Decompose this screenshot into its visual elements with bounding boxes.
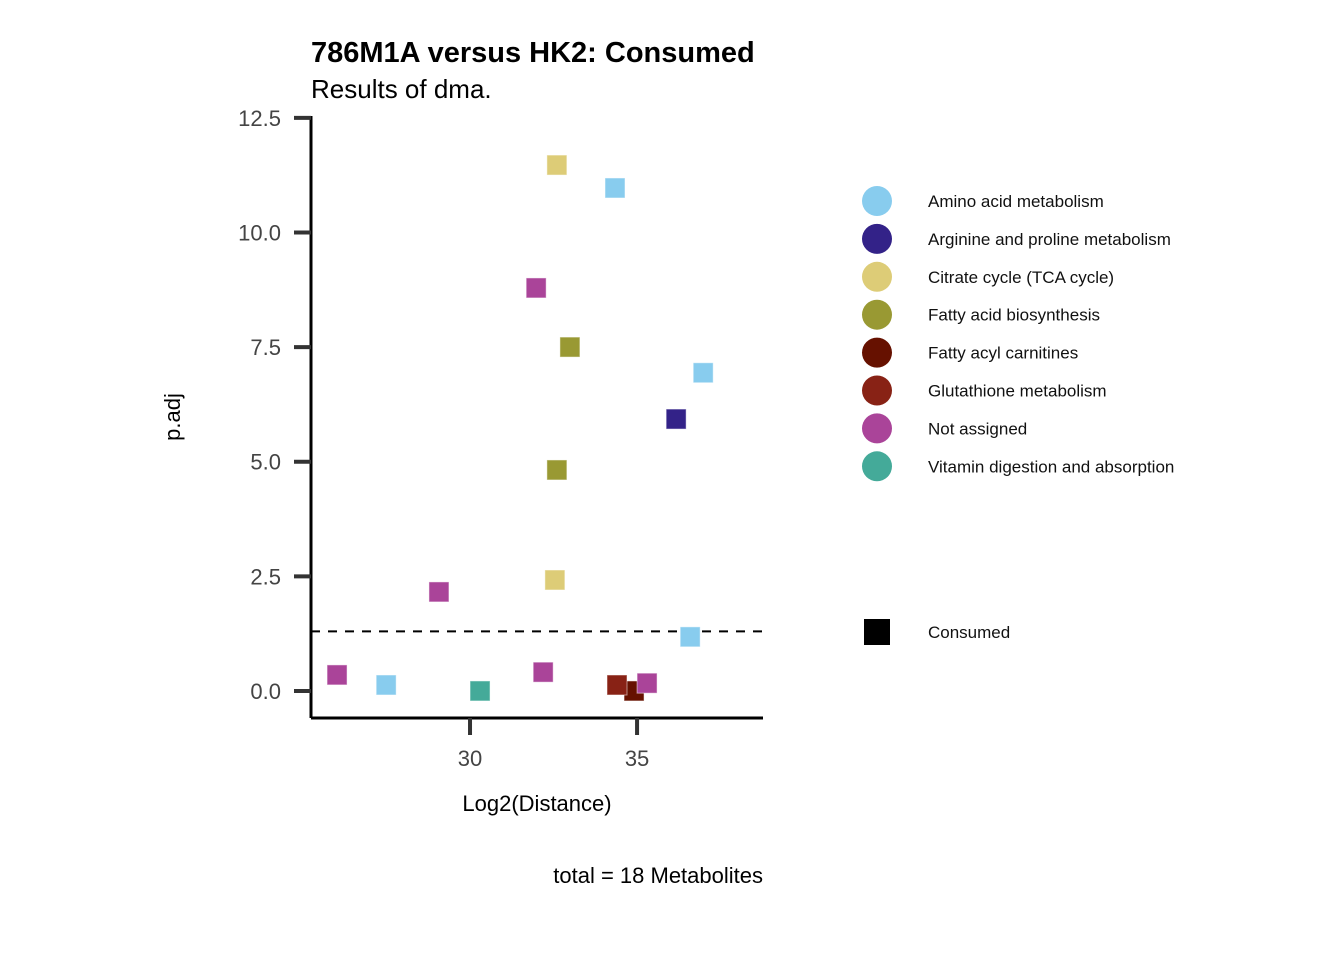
- legend-shape-label: Consumed: [928, 623, 1010, 642]
- x-tick-label: 30: [458, 746, 482, 771]
- data-point: [375, 674, 397, 696]
- data-point: [428, 581, 450, 603]
- data-point: [606, 674, 628, 696]
- y-tick-label: 10.0: [238, 220, 281, 245]
- data-point: [665, 408, 687, 430]
- legend-label: Vitamin digestion and absorption: [928, 457, 1174, 476]
- data-point: [559, 336, 581, 358]
- legend-swatch: [862, 337, 892, 368]
- y-tick-label: 5.0: [250, 450, 281, 475]
- legend-label: Fatty acid biosynthesis: [928, 306, 1100, 325]
- y-axis-label: p.adj: [160, 393, 185, 441]
- chart-title: 786M1A versus HK2: Consumed: [311, 37, 755, 69]
- legend-swatch: [862, 451, 892, 482]
- data-point: [692, 362, 714, 384]
- legend-label: Glutathione metabolism: [928, 382, 1107, 401]
- legend-swatch: [862, 299, 892, 330]
- legend-swatch: [862, 223, 892, 254]
- y-tick-label: 7.5: [250, 335, 281, 360]
- chart-subtitle: Results of dma.: [311, 74, 492, 104]
- data-point: [544, 569, 566, 591]
- legend-swatch: [862, 375, 892, 406]
- data-point: [679, 626, 701, 648]
- data-point: [326, 664, 348, 686]
- legend-swatch: [862, 186, 892, 216]
- data-point: [525, 277, 547, 299]
- legend-label: Fatty acyl carnitines: [928, 344, 1078, 363]
- x-axis-label: Log2(Distance): [462, 791, 611, 816]
- y-tick-label: 2.5: [250, 564, 281, 589]
- legend-label: Arginine and proline metabolism: [928, 230, 1171, 249]
- data-point: [604, 177, 626, 199]
- data-point: [532, 661, 554, 683]
- legend-label: Amino acid metabolism: [928, 192, 1104, 211]
- legend-shape-square: [864, 619, 890, 645]
- data-point: [546, 154, 568, 176]
- data-point: [546, 459, 568, 481]
- caption: total = 18 Metabolites: [553, 863, 763, 888]
- data-point: [636, 672, 658, 694]
- legend-swatch: [862, 261, 892, 292]
- x-tick-label: 35: [625, 746, 649, 771]
- y-tick-label: 0.0: [250, 679, 281, 704]
- y-tick-label: 12.5: [238, 106, 281, 131]
- legend-label: Citrate cycle (TCA cycle): [928, 268, 1114, 287]
- legend-swatch: [862, 413, 892, 444]
- data-point: [469, 680, 491, 702]
- legend-label: Not assigned: [928, 419, 1027, 438]
